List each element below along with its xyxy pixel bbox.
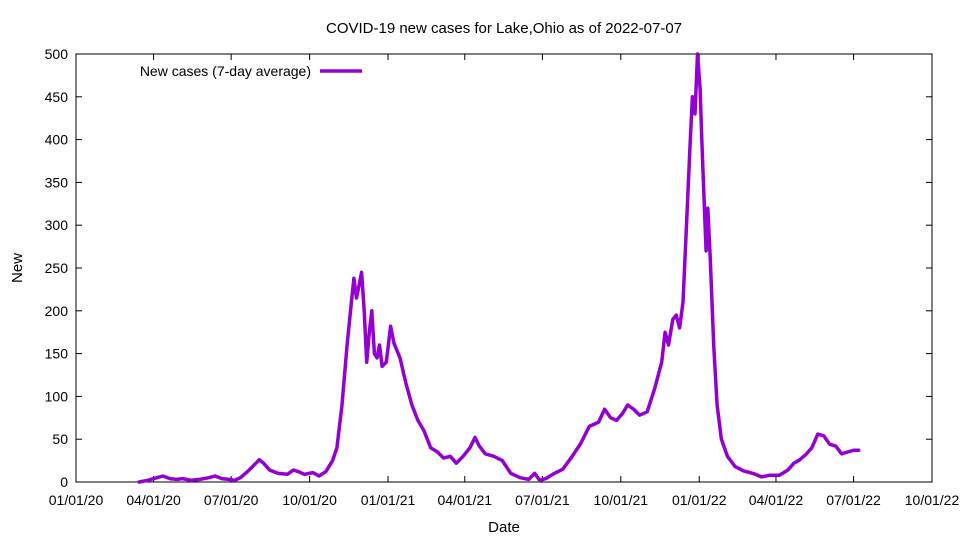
y-tick-label: 450 (45, 89, 69, 105)
y-tick-label: 200 (45, 303, 69, 319)
y-tick-label: 350 (45, 174, 69, 190)
plot-area-border (75, 53, 933, 483)
y-tick-label: 100 (45, 388, 69, 404)
x-tick-label: 04/01/21 (438, 492, 493, 508)
legend-label: New cases (7-day average) (140, 63, 311, 79)
y-tick-label: 50 (52, 431, 68, 447)
x-tick-label: 01/01/20 (49, 492, 104, 508)
series-line-new-cases (137, 52, 861, 484)
y-tick-label: 500 (45, 46, 69, 62)
y-axis-label: New (9, 253, 26, 283)
x-tick-label: 07/01/21 (515, 492, 570, 508)
x-tick-label: 10/01/21 (594, 492, 649, 508)
x-tick-label: 07/01/22 (826, 492, 881, 508)
y-tick-label: 0 (60, 474, 68, 490)
x-tick-label: 10/01/20 (282, 492, 337, 508)
x-tick-label: 10/01/22 (905, 492, 960, 508)
y-tick-label: 300 (45, 217, 69, 233)
y-tick-label: 250 (45, 260, 69, 276)
x-axis-label: Date (488, 519, 520, 536)
x-tick-label: 01/01/21 (361, 492, 416, 508)
x-tick-label: 01/01/22 (672, 492, 727, 508)
y-tick-label: 400 (45, 132, 69, 148)
chart-title: COVID-19 new cases for Lake,Ohio as of 2… (326, 20, 682, 37)
x-tick-label: 04/01/22 (749, 492, 804, 508)
x-tick-label: 07/01/20 (204, 492, 259, 508)
x-tick-label: 04/01/20 (126, 492, 181, 508)
y-tick-label: 150 (45, 346, 69, 362)
